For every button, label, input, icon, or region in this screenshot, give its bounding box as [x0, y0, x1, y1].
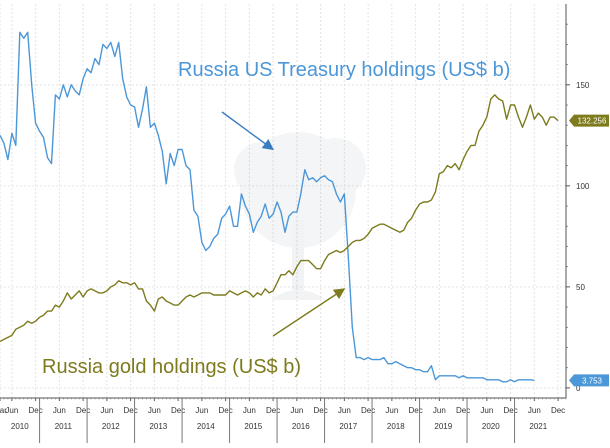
- treasury-annotation-arrow: [221, 111, 275, 151]
- x-month-label: Jun: [433, 406, 446, 415]
- x-year-label: 2010: [11, 422, 29, 431]
- last-value-label: 3.753: [582, 376, 603, 385]
- treasury-annotation-label: Russia US Treasury holdings (US$ b): [178, 59, 510, 81]
- x-month-label: Jun: [290, 406, 303, 415]
- x-month-label: Dec: [408, 406, 422, 415]
- x-month-label: Dec: [266, 406, 280, 415]
- x-month-label: Dec: [551, 406, 565, 415]
- x-month-label: Dec: [456, 406, 470, 415]
- x-month-label: Dec: [218, 406, 232, 415]
- last-value-tag: [569, 374, 609, 387]
- y-tick-label: 0: [576, 384, 581, 393]
- x-year-label: 2018: [387, 422, 405, 431]
- x-month-label: Mar: [0, 406, 7, 415]
- x-month-label: Jun: [100, 406, 113, 415]
- y-axis: 0 50 100 150: [565, 4, 590, 398]
- last-value-tag: [569, 114, 609, 127]
- x-month-label: Dec: [503, 406, 517, 415]
- y-tick-label: 50: [576, 283, 585, 292]
- x-axis: MarJunDecJunDecJunDecJunDecJunDecJunDecJ…: [0, 397, 567, 443]
- x-month-label: Jun: [243, 406, 256, 415]
- x-year-label: 2014: [197, 422, 215, 431]
- x-year-label: 2013: [149, 422, 167, 431]
- x-year-label: 2012: [102, 422, 120, 431]
- x-month-label: Dec: [171, 406, 185, 415]
- x-month-label: Jun: [338, 406, 351, 415]
- x-month-label: Dec: [76, 406, 90, 415]
- last-value-tags: 3.753 132.256: [569, 114, 609, 387]
- x-year-label: 2015: [244, 422, 262, 431]
- x-year-label: 2019: [434, 422, 452, 431]
- x-month-label: Jun: [385, 406, 398, 415]
- x-year-label: 2017: [339, 422, 357, 431]
- x-year-label: 2011: [55, 422, 73, 431]
- gold-annotation-label: Russia gold holdings (US$ b): [42, 356, 301, 378]
- y-tick-label: 100: [576, 182, 590, 191]
- last-value-label: 132.256: [578, 117, 607, 126]
- x-month-label: Dec: [313, 406, 327, 415]
- x-year-label: 2020: [482, 422, 500, 431]
- x-month-label: Dec: [123, 406, 137, 415]
- annotations: Russia US Treasury holdings (US$ b) Russi…: [42, 59, 510, 378]
- tree-watermark: [234, 132, 366, 300]
- x-month-label: Dec: [361, 406, 375, 415]
- x-year-label: 2016: [292, 422, 310, 431]
- x-month-label: Dec: [29, 406, 43, 415]
- x-month-label: Jun: [480, 406, 493, 415]
- gold-annotation-arrow: [272, 288, 346, 337]
- x-month-label: Jun: [195, 406, 208, 415]
- x-month-label: Jun: [5, 406, 18, 415]
- x-year-label: 2021: [529, 422, 547, 431]
- x-month-label: Jun: [53, 406, 66, 415]
- y-tick-label: 150: [576, 81, 590, 90]
- x-month-label: Jun: [148, 406, 161, 415]
- gold-holdings-line: [0, 94, 559, 343]
- series-lines: [0, 31, 559, 383]
- treasury-holdings-line: [0, 31, 535, 383]
- x-month-label: Jun: [528, 406, 541, 415]
